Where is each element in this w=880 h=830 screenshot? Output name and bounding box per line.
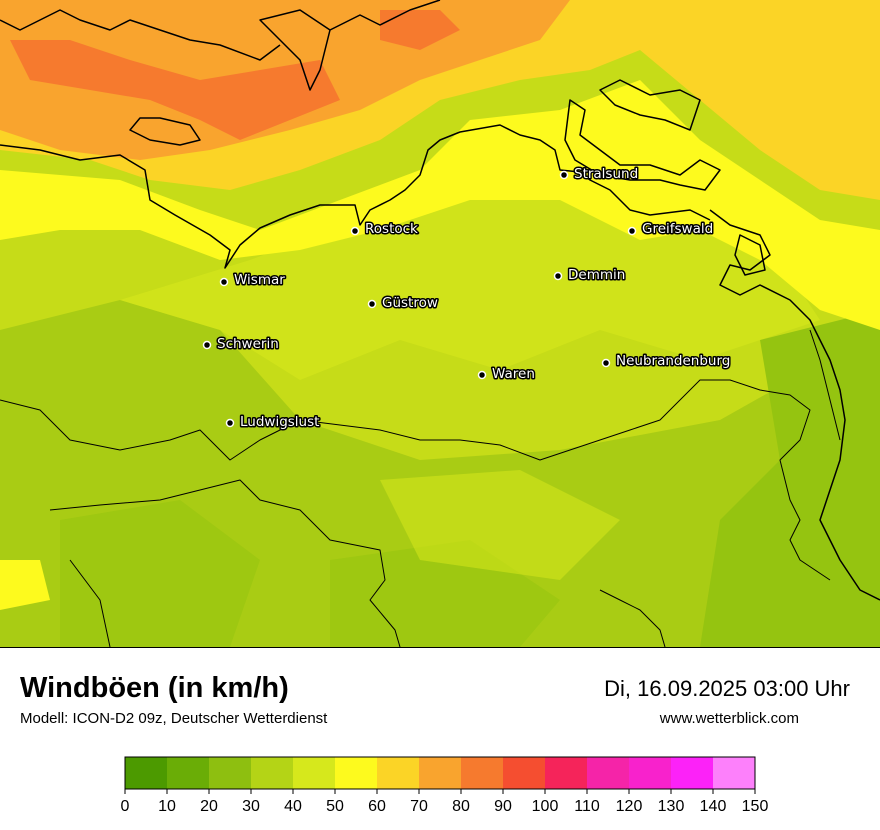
field-zone-darkgreen	[700, 310, 880, 647]
legend-bin-120-130	[629, 757, 671, 789]
field-zone-yellow-sw	[0, 560, 50, 610]
legend-bin-90-100	[503, 757, 545, 789]
legend-tick-label-150: 150	[742, 798, 769, 815]
city-wismar: Wismar	[219, 271, 287, 290]
legend-tick-label-40: 40	[284, 798, 302, 815]
field-zone-light-se	[380, 470, 620, 580]
color-legend: 0 10 20 30 40 50 60 70 80 90 100 110 120 130 140 150	[115, 755, 775, 825]
legend-tick-label-80: 80	[452, 798, 470, 815]
city-label-demmin: Demmin	[568, 267, 625, 283]
city-label-stralsund: Stralsund	[574, 166, 638, 182]
legend-bin-100-110	[545, 757, 587, 789]
legend-tick-label-20: 20	[200, 798, 218, 815]
map-title: Windböen (in km/h)	[20, 672, 289, 704]
legend-frame	[124, 756, 756, 790]
legend-bin-30-40	[251, 757, 293, 789]
coastline	[0, 0, 880, 601]
field-zone-darkgreen-sw	[60, 500, 260, 647]
city-label-ludwigslust: Ludwigslust	[240, 414, 319, 430]
city-label-schwerin: Schwerin	[217, 336, 279, 352]
legend-bin-110-120	[587, 757, 629, 789]
city-label-rostock: Rostock	[365, 221, 418, 237]
legend-tick-label-30: 30	[242, 798, 260, 815]
legend-bin-80-90	[461, 757, 503, 789]
legend-tick-label-130: 130	[658, 798, 685, 815]
city-schwerin: Schwerin	[202, 335, 280, 354]
legend-tick-label-10: 10	[158, 798, 176, 815]
legend-tick-label-0: 0	[121, 798, 130, 815]
city-label-wismar: Wismar	[234, 272, 285, 288]
state-borders	[0, 329, 841, 647]
city-ludwigslust: Ludwigslust	[225, 413, 321, 432]
legend-tick-label-90: 90	[494, 798, 512, 815]
city-greifswald: Greifswald	[627, 220, 715, 239]
legend-tick-label-110: 110	[574, 798, 600, 815]
legend-bin-140-150	[713, 757, 755, 789]
city-label-neubrandenburg: Neubrandenburg	[616, 353, 730, 369]
legend-bin-60-70	[377, 757, 419, 789]
field-zone-gold	[0, 0, 880, 200]
legend-tick-label-100: 100	[532, 798, 559, 815]
legend-bin-20-30	[209, 757, 251, 789]
legend-bin-10-20	[167, 757, 209, 789]
website-credit: www.wetterblick.com	[659, 710, 799, 727]
city-label-guestrow: Güstrow	[382, 295, 438, 311]
legend-tick-label-120: 120	[616, 798, 643, 815]
city-demmin: Demmin	[553, 266, 627, 285]
field-zone-redorange	[10, 40, 340, 140]
legend-bin-130-140	[671, 757, 713, 789]
legend-tick-label-60: 60	[368, 798, 386, 815]
city-guestrow: Güstrow	[367, 294, 439, 313]
model-source: Modell: ICON-D2 09z, Deutscher Wetterdie…	[20, 710, 328, 727]
city-label-waren: Waren	[492, 366, 535, 382]
city-markers: Stralsund Rostock Greifswald Wismar Demm…	[202, 165, 732, 432]
legend-tick-label-50: 50	[326, 798, 344, 815]
city-label-greifswald: Greifswald	[642, 221, 713, 237]
legend-bin-0-10	[125, 757, 167, 789]
wind-gust-map: Stralsund Rostock Greifswald Wismar Demm…	[0, 0, 880, 648]
legend-bin-50-60	[335, 757, 377, 789]
field-zone-yellow	[0, 80, 880, 330]
city-rostock: Rostock	[350, 220, 420, 239]
city-waren: Waren	[477, 365, 536, 384]
legend-tick-label-70: 70	[410, 798, 428, 815]
city-neubrandenburg: Neubrandenburg	[601, 352, 732, 371]
city-stralsund: Stralsund	[559, 165, 640, 184]
legend-bin-70-80	[419, 757, 461, 789]
forecast-datetime: Di, 16.09.2025 03:00 Uhr	[604, 676, 850, 701]
legend-tick-label-140: 140	[700, 798, 727, 815]
legend-bin-40-50	[293, 757, 335, 789]
field-zone-redorange-2	[380, 10, 460, 50]
